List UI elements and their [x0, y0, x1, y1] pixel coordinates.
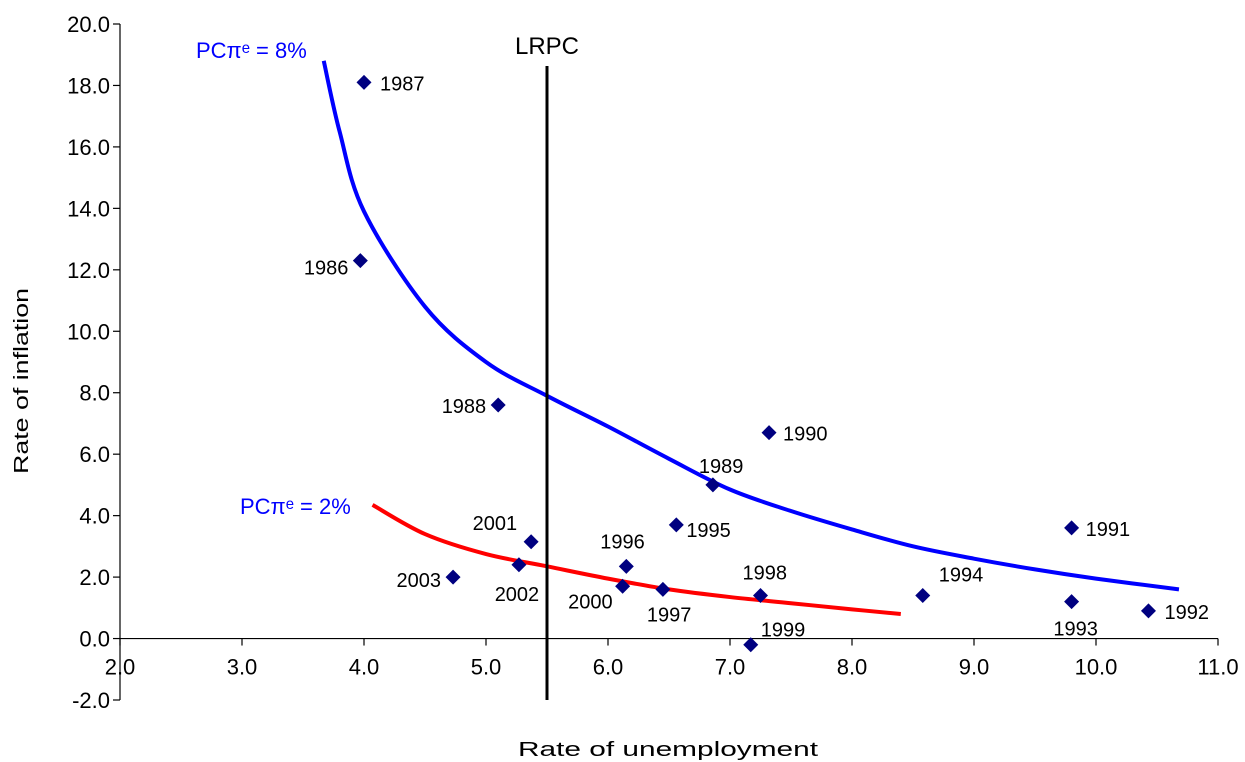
y-tick-label: 2.0 — [79, 565, 110, 590]
point-label-1986: 1986 — [304, 258, 349, 280]
y-axis-title: Rate of inflation — [11, 288, 33, 474]
y-tick-label: 0.0 — [79, 627, 110, 652]
x-axis-title: Rate of unemployment — [518, 739, 819, 761]
y-tick-label: -2.0 — [72, 688, 110, 713]
axes: -2.0 0.0 2.0 4.0 6.0 8.0 10.0 12.0 14.0 16.0 18.0 2… — [67, 12, 1238, 713]
y-tick-label: 8.0 — [79, 381, 110, 406]
point-label-1988: 1988 — [442, 396, 487, 418]
x-tick-label: 7.0 — [715, 655, 746, 680]
data-point-1988 — [490, 397, 506, 413]
data-point-2002 — [511, 557, 527, 573]
y-tick-label: 14.0 — [67, 196, 110, 221]
data-point-1987 — [356, 74, 372, 90]
point-label-1993: 1993 — [1053, 619, 1098, 641]
data-point-1994 — [915, 588, 931, 604]
curve-label-2: PCπᵉ = 2% — [240, 494, 351, 519]
data-point-1991 — [1064, 520, 1080, 536]
x-tick-label: 9.0 — [959, 655, 990, 680]
data-point-1997 — [655, 581, 671, 597]
point-label-1987: 1987 — [380, 73, 425, 95]
data-point-1992 — [1140, 603, 1156, 619]
data-points: 1986 1987 1988 1989 1990 1991 1992 1993 1994 1995… — [304, 73, 1209, 653]
y-tick-label: 10.0 — [67, 319, 110, 344]
y-tick-label: 18.0 — [67, 73, 110, 98]
y-tick-label: 4.0 — [79, 504, 110, 529]
x-tick-label: 6.0 — [593, 655, 624, 680]
point-label-1989: 1989 — [699, 456, 744, 478]
curves: PCπᵉ = 8% PCπᵉ = 2% — [196, 38, 1180, 616]
x-tick-label: 4.0 — [349, 655, 380, 680]
point-label-1999: 1999 — [761, 620, 806, 642]
data-point-1993 — [1064, 594, 1080, 610]
data-point-1990 — [761, 425, 777, 441]
point-label-1996: 1996 — [600, 531, 645, 553]
phillips-curve-1 — [321, 60, 1180, 592]
data-point-1989 — [705, 477, 721, 493]
point-label-1998: 1998 — [743, 563, 788, 585]
lrpc-label: LRPC — [515, 33, 579, 60]
x-tick-label: 2.0 — [105, 655, 136, 680]
point-label-2003: 2003 — [397, 570, 442, 592]
data-point-1996 — [618, 558, 634, 574]
y-tick-label: 6.0 — [79, 442, 110, 467]
y-tick-label: 12.0 — [67, 258, 110, 283]
point-label-2000: 2000 — [568, 591, 613, 613]
data-point-1998 — [753, 588, 768, 604]
data-point-1999 — [743, 637, 759, 653]
x-tick-label: 11.0 — [1197, 655, 1238, 680]
curve-label-1: PCπᵉ = 8% — [196, 38, 307, 63]
point-label-1990: 1990 — [783, 424, 828, 446]
x-tick-label: 5.0 — [471, 655, 502, 680]
data-point-2000 — [615, 578, 631, 594]
data-point-2001 — [523, 534, 539, 550]
point-label-1991: 1991 — [1086, 519, 1131, 541]
point-label-2002: 2002 — [495, 584, 540, 606]
point-label-1997: 1997 — [647, 604, 692, 626]
lrpc-line-group: LRPC — [515, 33, 579, 700]
point-label-1995: 1995 — [686, 520, 731, 542]
data-point-1995 — [668, 517, 684, 533]
x-tick-label: 8.0 — [837, 655, 868, 680]
data-point-2003 — [445, 569, 461, 585]
y-tick-label: 20.0 — [67, 12, 110, 37]
point-label-1994: 1994 — [939, 565, 984, 587]
data-point-1986 — [352, 253, 368, 269]
x-tick-label: 10.0 — [1075, 655, 1118, 680]
x-tick-label: 3.0 — [227, 655, 258, 680]
y-tick-label: 16.0 — [67, 135, 110, 160]
phillips-curve-2 — [371, 503, 901, 616]
point-label-2001: 2001 — [473, 513, 518, 535]
point-label-1992: 1992 — [1164, 602, 1209, 624]
